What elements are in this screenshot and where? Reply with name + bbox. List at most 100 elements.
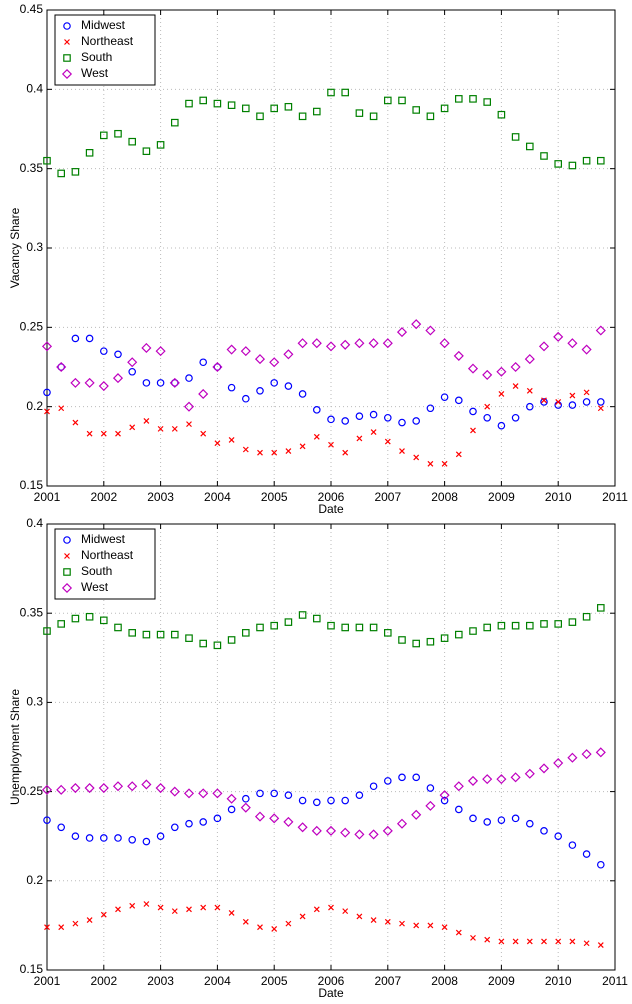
marker <box>98 782 109 794</box>
marker <box>71 832 80 841</box>
marker <box>186 906 192 913</box>
marker <box>325 341 337 352</box>
marker <box>411 319 422 330</box>
axes-frame <box>46 523 616 971</box>
marker <box>483 623 492 632</box>
y-tick-label: 0.15 <box>20 962 44 976</box>
y-tick-label: 0.3 <box>26 240 43 254</box>
marker <box>439 790 450 801</box>
x-tick-label: 2004 <box>204 974 231 988</box>
marker <box>297 822 308 833</box>
marker <box>271 449 278 456</box>
marker <box>524 354 535 365</box>
marker <box>454 805 463 814</box>
y-tick-label: 0.4 <box>26 516 43 530</box>
marker <box>354 829 365 840</box>
y-tick-label: 0.4 <box>26 82 43 96</box>
marker <box>525 621 534 630</box>
marker <box>70 377 81 388</box>
marker <box>156 832 165 841</box>
x-tick-label: 2005 <box>261 490 288 504</box>
marker <box>496 366 507 377</box>
marker <box>313 433 320 440</box>
marker <box>171 908 178 915</box>
x-tick-label: 2002 <box>90 490 117 504</box>
legend-marker <box>63 536 71 544</box>
marker <box>312 798 321 807</box>
marker <box>283 349 294 360</box>
marker <box>228 437 235 443</box>
marker <box>467 363 479 374</box>
marker <box>142 630 151 639</box>
marker <box>328 441 334 448</box>
marker <box>185 99 193 108</box>
marker <box>583 389 590 396</box>
marker <box>256 386 264 395</box>
marker <box>256 623 264 632</box>
marker <box>384 96 392 105</box>
marker <box>469 814 477 823</box>
marker <box>114 623 122 632</box>
marker <box>568 618 577 626</box>
marker <box>270 379 279 387</box>
x-tick-label: 2011 <box>602 490 628 504</box>
marker <box>455 929 462 936</box>
marker <box>328 904 334 911</box>
marker <box>426 112 435 121</box>
marker <box>297 338 308 349</box>
marker <box>85 149 94 157</box>
marker <box>355 791 364 799</box>
marker <box>257 449 263 456</box>
marker <box>453 781 464 792</box>
x-tick-label: 2001 <box>34 974 61 988</box>
legend-label: South <box>81 564 112 578</box>
marker <box>396 818 408 829</box>
marker <box>44 924 50 931</box>
x-tick-label: 2009 <box>488 490 515 504</box>
marker <box>469 627 477 635</box>
marker <box>396 327 408 338</box>
y-tick-label: 0.15 <box>20 478 44 492</box>
legend-marker <box>63 568 71 576</box>
marker <box>538 763 550 774</box>
marker <box>498 938 505 945</box>
marker <box>398 773 406 782</box>
marker <box>596 860 605 869</box>
marker <box>342 908 349 915</box>
legend-marker <box>64 553 70 559</box>
marker <box>227 805 236 814</box>
marker <box>228 909 235 916</box>
marker <box>242 104 250 113</box>
marker <box>257 924 263 931</box>
marker <box>399 920 405 927</box>
marker <box>85 334 94 343</box>
marker <box>383 413 392 422</box>
marker <box>313 614 321 623</box>
marker <box>483 98 492 106</box>
marker <box>596 398 605 406</box>
marker <box>284 618 293 626</box>
marker <box>157 904 164 911</box>
marker <box>496 774 507 785</box>
marker <box>469 95 477 103</box>
marker <box>41 784 53 795</box>
x-tick-label: 2005 <box>261 974 288 988</box>
marker <box>511 814 520 823</box>
marker <box>340 339 351 350</box>
y-tick-label: 0.35 <box>20 161 44 175</box>
legend-label: Midwest <box>81 532 126 546</box>
marker <box>540 827 548 835</box>
marker <box>99 616 108 625</box>
legend-box <box>54 14 156 86</box>
legend-box <box>54 528 156 600</box>
marker <box>412 639 421 648</box>
x-tick-label: 2008 <box>431 974 458 988</box>
y-tick-label: 0.2 <box>26 399 43 413</box>
y-axis-label: Unemployment Share <box>8 689 22 805</box>
marker <box>497 621 506 630</box>
marker <box>525 819 534 828</box>
marker <box>98 380 109 392</box>
x-tick-label: 2006 <box>318 490 345 504</box>
marker <box>341 417 350 425</box>
